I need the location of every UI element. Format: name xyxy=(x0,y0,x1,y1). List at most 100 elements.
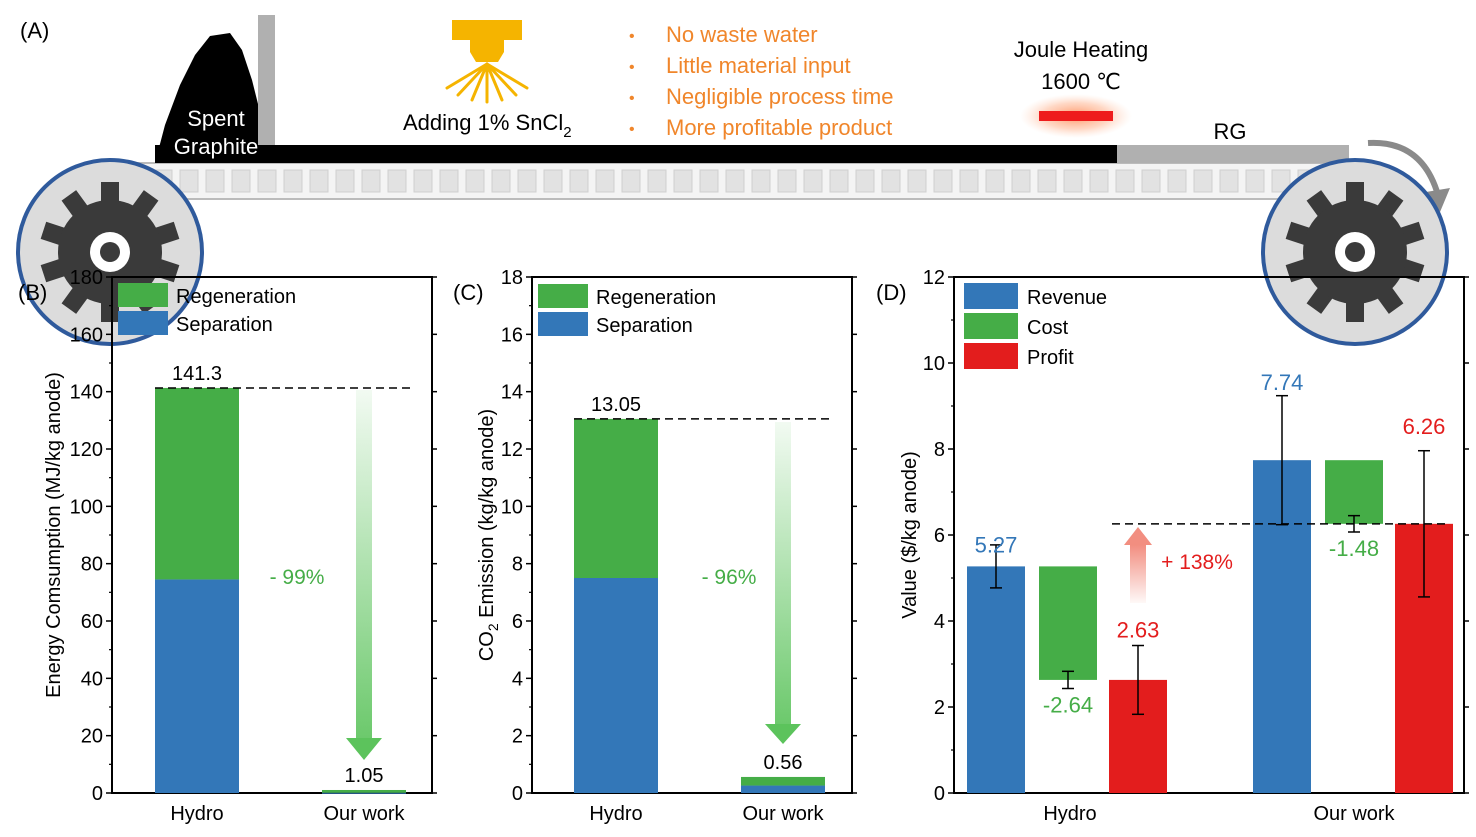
belt-slat xyxy=(933,169,953,193)
reduction-arrowhead-icon xyxy=(765,724,801,744)
right-gear-wheel-icon xyxy=(1261,158,1449,346)
stacked-bars: 13.05 0.56 xyxy=(574,394,830,793)
belt-slat xyxy=(387,169,407,193)
belt-slat xyxy=(751,169,771,193)
rg-label: RG xyxy=(1214,119,1247,144)
bar-regeneration xyxy=(741,776,825,786)
panel-b-label: (B) xyxy=(18,280,47,305)
belt-slat xyxy=(283,169,303,193)
legend-swatch-separation xyxy=(538,312,588,336)
belt-slat xyxy=(907,169,927,193)
gate-plate xyxy=(258,15,275,145)
total-value-label: 0.56 xyxy=(764,752,803,774)
bullet-dot-2: • xyxy=(629,59,635,76)
y-tick-label: 18 xyxy=(501,267,523,289)
gear-tooth xyxy=(101,298,119,322)
bar-revenue xyxy=(967,566,1025,793)
y-tick-label: 180 xyxy=(70,267,103,289)
belt-slat xyxy=(699,169,719,193)
value-label-revenue: 7.74 xyxy=(1261,370,1304,395)
belt-slat xyxy=(1167,169,1187,193)
y-tick-label: 120 xyxy=(70,439,103,461)
sprayer-icon xyxy=(445,20,529,104)
bar-separation xyxy=(574,578,658,793)
y-tick-label: 14 xyxy=(501,382,523,404)
legend-label: Separation xyxy=(176,314,273,336)
bar-cost xyxy=(1039,566,1097,680)
gear-tooth xyxy=(1346,298,1364,322)
belt-slat xyxy=(309,169,329,193)
y-tick-label: 12 xyxy=(923,267,945,289)
reduction-label: - 99% xyxy=(270,566,325,589)
x-tick-label: Hydro xyxy=(170,803,223,825)
belt-slat xyxy=(1245,169,1265,193)
value-label-profit: 6.26 xyxy=(1403,414,1446,439)
panel-c-co2-chart: 0 2 4 6 8 10 12 14 16 18 13.05 0.56 (C) CO2 Emissi… xyxy=(453,267,857,825)
total-value-label: 1.05 xyxy=(345,765,384,787)
belt-slat xyxy=(959,169,979,193)
y-tick-label: 160 xyxy=(70,324,103,346)
gear-axle xyxy=(1345,242,1365,262)
belt-slat xyxy=(439,169,459,193)
belt-slat xyxy=(1089,169,1109,193)
belt-slat xyxy=(647,169,667,193)
belt-slat xyxy=(777,169,797,193)
legend-swatch-profit xyxy=(964,343,1018,369)
spent-graphite-layer xyxy=(155,145,1117,163)
left-gear-wheel-icon xyxy=(16,158,204,346)
bar-cost xyxy=(1325,460,1383,524)
value-label-revenue: 5.27 xyxy=(975,532,1018,557)
legend-label: Profit xyxy=(1027,347,1074,369)
bar-regeneration xyxy=(574,418,658,578)
belt-slat xyxy=(725,169,745,193)
x-tick-label: Our work xyxy=(742,803,824,825)
belt-slat xyxy=(595,169,615,193)
panel-a-illustration: (A) Spent Graphite Adding xyxy=(16,15,1450,346)
benefit-item: No waste water xyxy=(666,22,818,47)
belt-slat xyxy=(621,169,641,193)
y-tick-label: 8 xyxy=(934,439,945,461)
y-axis-ticks: 0 2 4 6 8 10 12 xyxy=(923,267,1469,805)
reduction-label: - 96% xyxy=(702,566,757,589)
y-axis-ticks: 0 20 40 60 80 100 120 140 160 180 xyxy=(70,267,437,805)
y-tick-label: 80 xyxy=(81,554,103,576)
y-tick-label: 0 xyxy=(512,783,523,805)
y-tick-label: 2 xyxy=(934,697,945,719)
value-label-cost: -2.64 xyxy=(1043,693,1093,718)
regenerated-graphite-layer xyxy=(1117,145,1349,163)
panel-d-label: (D) xyxy=(876,280,907,305)
legend-swatch-revenue xyxy=(964,283,1018,309)
increase-label: + 138% xyxy=(1161,551,1233,574)
belt-slat xyxy=(855,169,875,193)
x-tick-label: Our work xyxy=(1313,803,1395,825)
belt-slat xyxy=(673,169,693,193)
belt-slat xyxy=(569,169,589,193)
bar-regeneration xyxy=(322,789,406,793)
belt-slat xyxy=(985,169,1005,193)
heater-bar-icon xyxy=(1039,111,1113,121)
belt-slat xyxy=(491,169,511,193)
bar-regeneration xyxy=(155,387,239,580)
benefit-list: • No waste water • Little material input… xyxy=(629,22,893,140)
graphite-label-line1: Spent xyxy=(187,106,245,131)
belt-slat xyxy=(1063,169,1083,193)
belt-slat xyxy=(413,169,433,193)
belt-slat xyxy=(517,169,537,193)
belt-slat xyxy=(1219,169,1239,193)
y-tick-label: 10 xyxy=(501,496,523,518)
reduction-arrow-shaft xyxy=(775,422,791,724)
y-axis-title: Energy Comsumption (MJ/kg anode) xyxy=(43,372,65,698)
bullet-dot-4: • xyxy=(629,121,635,138)
belt-slat xyxy=(543,169,563,193)
panel-a-label: (A) xyxy=(20,18,49,43)
y-tick-label: 20 xyxy=(81,726,103,748)
total-value-label: 13.05 xyxy=(591,394,641,416)
rotation-arrow-icon xyxy=(1367,139,1441,196)
bullet-dot-1: • xyxy=(629,28,635,45)
legend-label: Revenue xyxy=(1027,287,1107,309)
panel-b-energy-chart: 0 20 40 60 80 100 120 140 160 180 141.3 1.05 (B) E… xyxy=(18,267,437,825)
y-axis-title: CO2 Emission (kg/kg anode) xyxy=(476,409,501,661)
legend-swatch-regeneration xyxy=(118,283,168,307)
value-label-profit: 2.63 xyxy=(1117,618,1160,643)
